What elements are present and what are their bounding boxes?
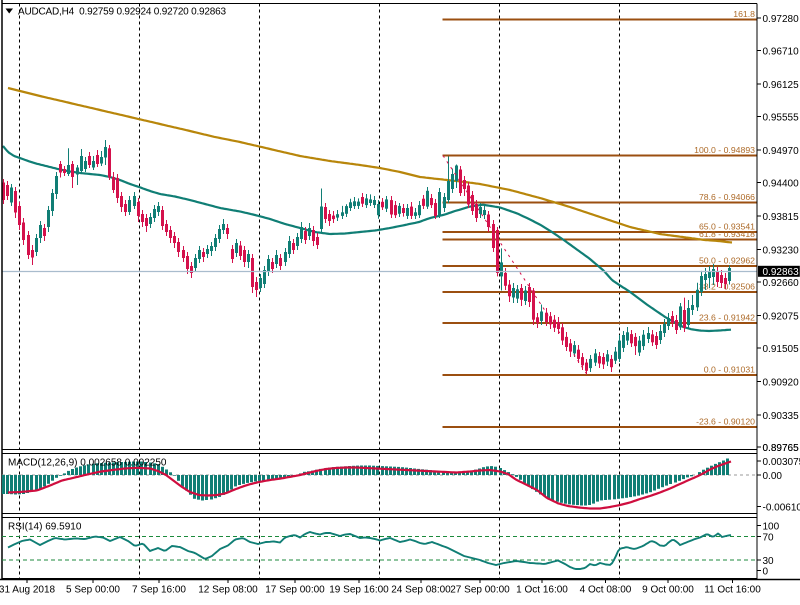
svg-text:0.91505: 0.91505	[763, 344, 800, 355]
svg-text:RSI(14) 69.5910: RSI(14) 69.5910	[8, 522, 82, 533]
svg-text:7 Sep 16:00: 7 Sep 16:00	[132, 585, 186, 596]
svg-text:0.93230: 0.93230	[763, 245, 800, 256]
svg-text:-0.006101: -0.006101	[763, 502, 800, 513]
svg-text:24 Sep 08:00: 24 Sep 08:00	[391, 585, 451, 596]
svg-text:0: 0	[763, 566, 769, 577]
svg-text:61.8 - 0.93418: 61.8 - 0.93418	[699, 229, 755, 239]
svg-text:-23.6 - 0.90120: -23.6 - 0.90120	[696, 417, 755, 427]
svg-text:0.96710: 0.96710	[763, 46, 800, 57]
svg-text:AUDCAD,H4 0.92759 0.92924 0.9: AUDCAD,H4 0.92759 0.92924 0.92720 0.9286…	[18, 7, 227, 18]
svg-text:9 Oct 00:00: 9 Oct 00:00	[642, 585, 694, 596]
svg-text:5 Sep 00:00: 5 Sep 00:00	[66, 585, 120, 596]
svg-text:161.8: 161.8	[733, 9, 755, 19]
svg-text:100.0 - 0.94893: 100.0 - 0.94893	[694, 145, 755, 155]
svg-text:0.0 - 0.91031: 0.0 - 0.91031	[704, 365, 755, 375]
svg-text:23.6 - 0.91942: 23.6 - 0.91942	[699, 313, 755, 323]
svg-text:0.93815: 0.93815	[763, 212, 800, 223]
svg-text:100: 100	[763, 521, 780, 532]
svg-text:0.00: 0.00	[763, 471, 783, 482]
svg-text:38.2 - 0.92506: 38.2 - 0.92506	[699, 282, 755, 292]
svg-text:50.0 - 0.92962: 50.0 - 0.92962	[699, 256, 755, 266]
svg-text:0.95555: 0.95555	[763, 112, 800, 123]
svg-text:19 Sep 16:00: 19 Sep 16:00	[329, 585, 389, 596]
svg-text:0.92660: 0.92660	[763, 278, 800, 289]
svg-text:27 Sep 00:00: 27 Sep 00:00	[450, 585, 510, 596]
svg-text:0.90920: 0.90920	[763, 377, 800, 388]
svg-text:0.90335: 0.90335	[763, 411, 800, 422]
svg-text:78.6 - 0.94066: 78.6 - 0.94066	[699, 192, 755, 202]
svg-text:1 Oct 16:00: 1 Oct 16:00	[516, 585, 568, 596]
svg-text:30: 30	[763, 556, 775, 567]
svg-text:0.89765: 0.89765	[763, 443, 800, 454]
svg-text:0.92075: 0.92075	[763, 311, 800, 322]
svg-text:0.97280: 0.97280	[763, 14, 800, 25]
svg-text:0.96125: 0.96125	[763, 80, 800, 91]
svg-text:4 Oct 08:00: 4 Oct 08:00	[580, 585, 632, 596]
svg-text:31 Aug 2018: 31 Aug 2018	[0, 585, 56, 596]
svg-text:0.94400: 0.94400	[763, 178, 800, 189]
svg-text:70: 70	[763, 532, 775, 543]
svg-text:0.92863: 0.92863	[763, 267, 800, 278]
svg-text:0.94970: 0.94970	[763, 146, 800, 157]
svg-text:MACD(12,26,9) 0.002658 0.00225: MACD(12,26,9) 0.002658 0.002250	[8, 458, 167, 469]
svg-text:0.003075: 0.003075	[763, 457, 800, 468]
svg-text:12 Sep 08:00: 12 Sep 08:00	[198, 585, 258, 596]
svg-text:11 Oct 16:00: 11 Oct 16:00	[704, 585, 761, 596]
svg-text:17 Sep 00:00: 17 Sep 00:00	[265, 585, 325, 596]
